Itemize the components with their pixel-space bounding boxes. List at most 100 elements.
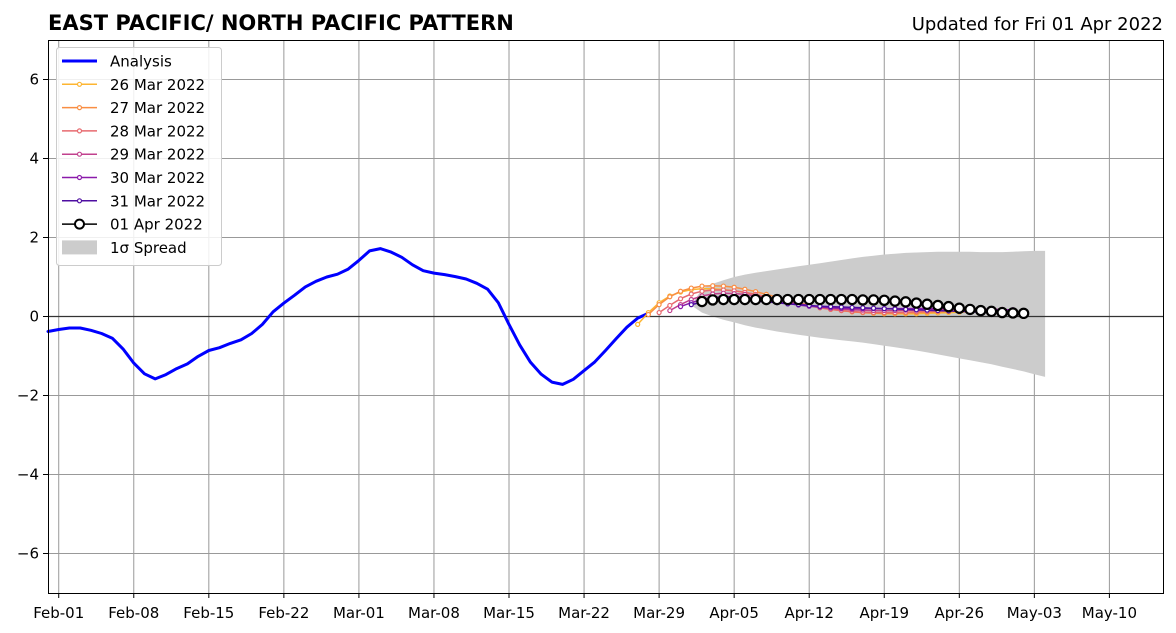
x-tick-label: Mar-22 [558,604,610,622]
forecast-point [835,293,848,306]
forecast-point [699,283,705,289]
legend-label: 29 Mar 2022 [110,146,205,164]
forecast-point [667,302,673,309]
chart-title: EAST PACIFIC/ NORTH PACIFIC PATTERN [48,11,514,35]
forecast-point [782,293,794,306]
forecast-point [867,294,880,306]
legend-entry: 27 Mar 2022 [62,99,205,117]
forecast-point [910,297,923,309]
forecast-point [824,293,837,306]
forecast-point [878,294,890,307]
forecast-point [846,293,858,306]
forecast-point [677,304,684,310]
forecast-point [728,293,740,306]
forecast-point [710,283,716,289]
legend-entry: 31 Mar 2022 [62,192,205,210]
legend-label: 27 Mar 2022 [110,99,205,117]
x-tick-label: Feb-08 [108,604,159,622]
legend-marker [76,104,83,111]
legend-label: 30 Mar 2022 [110,169,205,187]
legend-entry: Analysis [62,53,172,71]
forecast-point [696,295,708,308]
forecast-point [699,288,705,294]
y-tick-label: −6 [17,545,39,563]
forecast-point [921,298,933,310]
y-tick-label: 2 [29,229,39,247]
analysis-layer [46,247,650,386]
x-tick-label: Mar-15 [483,604,535,622]
legend-label: 1σ Spread [110,239,187,257]
forecast-point [975,304,987,317]
legend-entry: 1σ Spread [62,239,187,257]
y-tick-label: −2 [17,387,39,405]
x-tick-label: Apr-12 [784,604,834,622]
forecast-point [739,293,751,306]
forecast-point [1017,307,1030,320]
x-tick-label: Apr-05 [709,604,759,622]
x-tick-label: Feb-22 [258,604,309,622]
forecast-point [760,293,773,306]
legend-label: 01 Apr 2022 [110,216,203,234]
x-tick-label: Mar-01 [333,604,385,622]
forecast-point [964,303,976,316]
legend-label: 26 Mar 2022 [110,76,205,94]
forecast-point [688,285,694,291]
x-tick-label: Mar-08 [408,604,460,622]
legend-marker [76,174,83,181]
forecast-point [677,288,684,294]
legend-entry: 01 Apr 2022 [62,216,203,234]
forecast-point [903,306,909,312]
forecast-point [828,304,834,310]
forecast-point [717,293,730,306]
legend: Analysis 26 Mar 2022 27 Mar 2022 28 Mar 202… [56,47,222,266]
y-axis: −6 −4 −2 0 2 4 6 [17,71,48,563]
forecast-point [707,294,719,306]
y-tick-label: 6 [29,71,39,89]
forecast-point [881,306,887,312]
spread-band [691,250,1046,377]
forecast-point [838,304,844,310]
legend-marker [76,128,83,134]
forecast-point [849,304,855,311]
forecast-point [889,295,901,307]
plot-area [46,40,1163,593]
legend-entry: 26 Mar 2022 [62,76,205,94]
x-tick-label: Apr-26 [935,604,985,622]
forecast-layer [635,283,1030,327]
legend-entry: 29 Mar 2022 [62,146,205,164]
forecast-point [860,305,866,311]
forecast-point [635,321,641,327]
forecast-point [749,293,762,306]
legend-marker [76,81,83,87]
y-tick-label: 4 [29,150,39,168]
forecast-point [892,306,898,312]
x-tick-label: Mar-29 [633,604,685,622]
chart-subtitle: Updated for Fri 01 Apr 2022 [912,14,1163,35]
y-tick-label: −4 [17,466,39,484]
forecast-point [1007,307,1019,319]
forecast-point [667,307,673,314]
analysis-line [46,247,650,386]
legend-label: 28 Mar 2022 [110,122,205,140]
legend-marker [76,198,83,204]
forecast-point [688,302,694,308]
legend-entry: 28 Mar 2022 [62,122,205,140]
forecast-point [870,305,877,311]
x-axis: Feb-01 Feb-08 Feb-15 Feb-22 Mar-01 Mar-08 Mar-… [33,593,1137,622]
legend-entry: 30 Mar 2022 [62,169,205,187]
forecast-point [771,293,783,306]
forecast-point [953,302,965,314]
x-tick-label: May-03 [1007,604,1062,622]
x-tick-label: Apr-19 [860,604,910,622]
forecast-point [814,293,826,306]
plot-frame [48,40,1164,594]
x-tick-label: Feb-15 [183,604,234,622]
forecast-point [792,293,805,306]
forecast-point [677,296,684,302]
legend-box [56,47,222,266]
forecast-point [656,302,662,308]
forecast-point [942,300,955,313]
x-tick-label: Feb-01 [33,604,84,622]
forecast-point [899,296,912,308]
